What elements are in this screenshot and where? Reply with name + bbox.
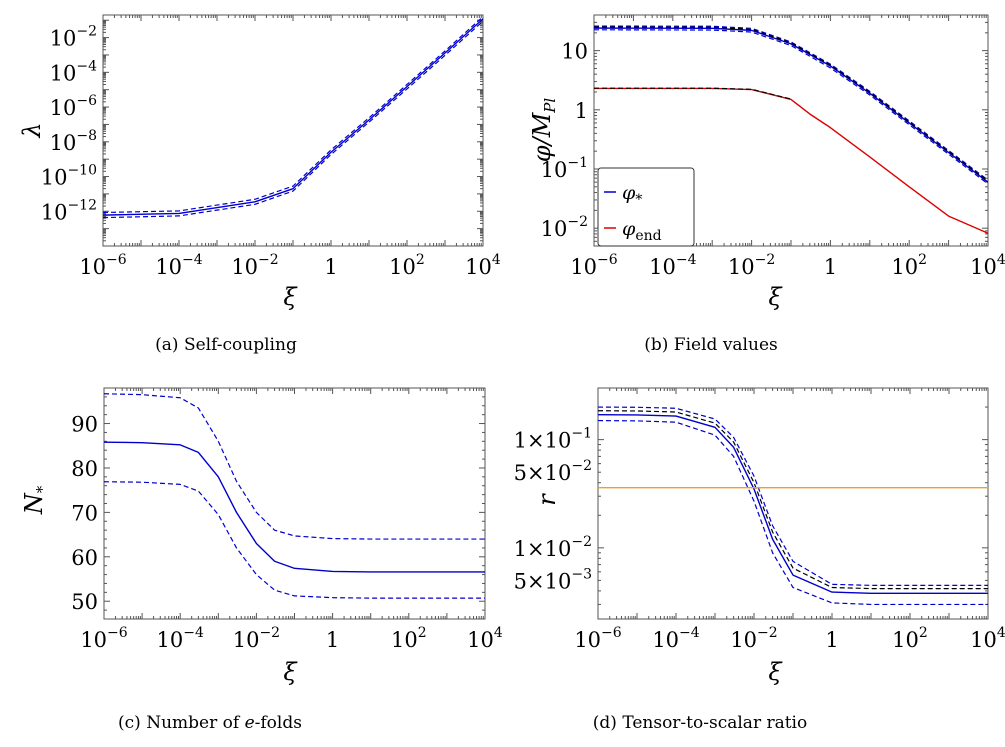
y-tick-label: 10−8 [50, 128, 97, 155]
y-tick-label: 10−2 [50, 24, 97, 51]
y-tick-label: 10−12 [41, 197, 97, 224]
series-group [103, 16, 483, 219]
y-axis-label: λ [18, 122, 46, 138]
y-tick-label: 10−4 [50, 58, 97, 85]
series-line-0 [104, 441, 485, 573]
y-tick-label: 5×10−3 [514, 566, 592, 593]
series-line-2 [103, 20, 483, 219]
panel-caption: (a) Self-coupling [155, 335, 297, 355]
x-axis-label: ξ [283, 283, 298, 311]
x-tick-label: 1 [326, 628, 339, 652]
y-tick-label: 10−2 [541, 214, 588, 241]
x-tick-label: 10−4 [155, 252, 202, 279]
tick-marks [593, 14, 989, 247]
x-axis-label: ξ [768, 283, 783, 311]
series-line-0 [594, 27, 988, 183]
panel-field-values: 10−6 10−4 10−2 1 102 104 10−2 10−1 1 10 ξ φ/MPl (b) … [528, 14, 1005, 355]
x-tick-label: 102 [389, 252, 425, 279]
y-axis-label: r [533, 493, 561, 506]
legend-entry: φend [622, 218, 662, 244]
panel-tensor-to-scalar: 10−6 10−4 10−2 1 102 104 5×10−3 1×10−2 5×10−2 1×1… [514, 387, 1005, 733]
series-line-1 [104, 393, 485, 540]
series-line-3 [594, 26, 988, 182]
plot-frame [597, 387, 989, 620]
series-line-3 [598, 410, 988, 590]
x-tick-label: 1 [324, 255, 337, 279]
y-tick-label: 1 [575, 99, 588, 123]
panel-caption: (d) Tensor-to-scalar ratio [593, 713, 807, 733]
series-line-0 [598, 413, 988, 595]
y-tick-label: 90 [71, 413, 98, 437]
series-line-1 [594, 25, 988, 181]
legend: φ* φend [597, 167, 695, 247]
panel-caption: (b) Field values [644, 335, 777, 355]
y-tick-label: 10 [561, 40, 588, 64]
series-line-2 [598, 419, 988, 606]
y-tick-label: 1×10−1 [514, 426, 592, 453]
series-line-2 [594, 29, 988, 185]
tick-marks [103, 387, 486, 620]
x-tick-label: 10−4 [652, 625, 699, 652]
x-tick-label: 10−6 [79, 252, 126, 279]
x-tick-label: 10−6 [574, 625, 621, 652]
x-tick-label: 10−2 [728, 252, 775, 279]
x-tick-label: 10−4 [157, 625, 204, 652]
x-tick-label: 10−2 [233, 625, 280, 652]
series-line-1 [103, 16, 483, 214]
y-tick-label: 10−6 [50, 93, 97, 120]
series-line-1 [598, 406, 988, 586]
series-line-0 [103, 18, 483, 216]
y-axis-label: N* [20, 485, 51, 515]
y-tick-label: 10−10 [41, 163, 97, 190]
x-tick-label: 1 [825, 628, 838, 652]
y-tick-label: 10−1 [541, 155, 588, 182]
x-tick-label: 102 [391, 625, 427, 652]
y-axis-label: φ/MPl [528, 98, 559, 163]
x-tick-label: 104 [970, 252, 1005, 279]
x-axis-label: ξ [283, 658, 298, 686]
y-tick-label: 80 [71, 457, 98, 481]
series-group [594, 25, 988, 234]
panel-e-folds: 10−6 10−4 10−2 1 102 104 50 60 70 80 90 ξ N* (c) Numb… [20, 387, 503, 733]
x-tick-label: 1 [824, 255, 837, 279]
x-tick-label: 104 [467, 625, 503, 652]
x-tick-label: 102 [892, 625, 928, 652]
x-tick-label: 10−6 [80, 625, 127, 652]
y-tick-label: 70 [71, 501, 98, 525]
series-group [598, 406, 988, 606]
x-tick-label: 10−6 [570, 252, 617, 279]
y-tick-label: 60 [71, 546, 98, 570]
y-tick-label: 5×10−2 [514, 458, 592, 485]
series-line-5 [594, 87, 792, 100]
x-tick-label: 10−2 [231, 252, 278, 279]
legend-entry: φ* [622, 182, 642, 208]
panel-self-coupling: 10−6 10−4 10−2 1 102 104 10−12 10−10 10−8 10−6 10−… [18, 14, 501, 355]
x-tick-label: 102 [891, 252, 927, 279]
tick-marks [597, 388, 989, 619]
y-tick-label: 50 [71, 590, 98, 614]
series-group [104, 393, 485, 599]
x-axis-label: ξ [768, 658, 783, 686]
x-tick-label: 10−4 [649, 252, 696, 279]
x-tick-label: 104 [970, 625, 1005, 652]
plot-frame [103, 387, 486, 620]
panel-caption: (c) Number of e-folds [118, 713, 302, 733]
y-tick-label: 1×10−2 [514, 534, 592, 561]
x-tick-label: 104 [465, 252, 501, 279]
x-tick-label: 10−2 [730, 625, 777, 652]
series-line-2 [104, 481, 485, 599]
